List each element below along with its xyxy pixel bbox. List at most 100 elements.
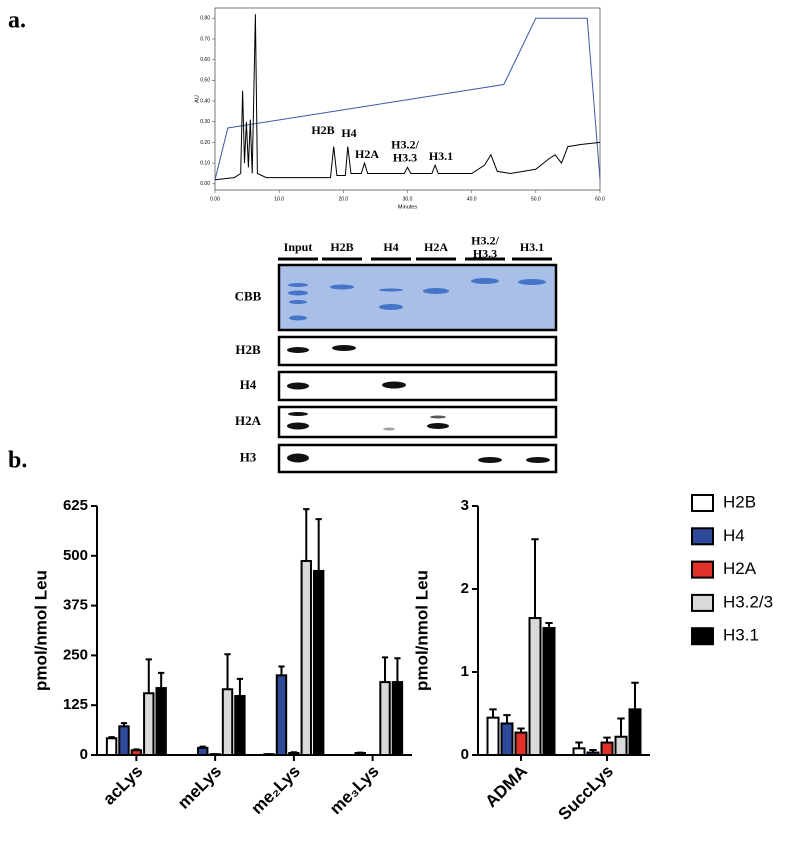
peak-label: H3.1 [429,149,453,163]
legend-swatch [691,560,714,579]
y-tick-label: 0.70 [200,36,210,42]
x-tick-label: 30.0 [403,196,413,202]
x-tick-label: acLys [99,762,146,809]
error-bar [489,708,497,718]
peak-label: H3.2/H3.3 [391,137,419,164]
bar [155,687,167,756]
error-bar [108,736,115,739]
y-tick-label: 0.10 [200,160,210,166]
error-bar [224,653,231,690]
row-label: H2B [235,342,261,357]
row-label: CBB [235,288,262,303]
band [427,423,449,429]
error-bar [603,736,611,743]
y-tick-label: 125 [63,696,88,713]
y-tick-label: 0 [80,746,88,763]
band [379,288,403,292]
bar [143,692,155,756]
x-tick-label: me₃Lys [326,762,383,819]
x-axis-label: Minutes [398,204,418,210]
peak-label: H4 [341,126,356,140]
error-bar [158,671,165,689]
blot-row [277,335,558,367]
y-tick-label: 0.60 [200,57,210,63]
bar [542,627,556,757]
error-bar [394,657,401,683]
error-bar [503,714,511,724]
band [430,415,446,419]
y-tick-label: 0.80 [200,16,210,22]
y-tick-label: 375 [63,597,88,614]
legend-label: H3.1 [723,626,759,645]
lane-label: H3.2/H3.3 [471,233,499,260]
bar [300,559,312,756]
x-tick-label: 10.0 [274,196,284,202]
lane-label: H4 [383,240,398,254]
error-bar [120,722,128,727]
error-bar [545,622,553,629]
y-axis-label: AU [194,95,200,103]
bar [379,681,391,756]
lane-label: H2B [330,240,353,254]
error-bar [631,681,639,710]
y-tick-label: 250 [63,646,88,663]
blot-row [277,263,558,332]
y-tick-label: 2 [461,580,469,597]
peak-label: H2B [311,123,334,137]
line-series [214,17,601,180]
error-bar [133,748,140,751]
error-bar [381,656,389,683]
y-axis-label: pmol/nmol Leu [412,570,431,691]
blot-row [277,405,558,439]
bar [288,752,300,756]
y-tick-label: 1 [461,663,469,680]
peak-label: H2A [355,147,379,161]
lane-label: H2A [424,240,448,254]
error-bar [315,518,322,571]
band [330,284,354,290]
y-tick-label: 0 [461,746,469,763]
error-bar [145,658,152,694]
lane-label: H3.1 [520,240,544,254]
panel-label: b. [8,448,27,474]
y-tick-label: 0.30 [200,119,210,125]
legend-label: H2B [723,492,756,511]
bar [600,741,614,756]
error-bar [531,538,539,619]
error-bar [517,727,525,733]
error-bar [617,717,625,737]
band [332,345,356,351]
bar [486,716,500,757]
band [423,288,449,294]
band [288,290,308,296]
bar [572,747,586,756]
band [526,457,550,463]
bar [586,751,600,757]
legend-label: H3.2/3 [723,592,773,611]
error-bar [278,665,285,676]
error-bar [236,677,244,697]
y-tick-label: 625 [63,497,88,514]
bar [275,674,288,757]
legend-label: H2A [723,559,757,578]
x-tick-label: meLys [174,762,225,813]
y-tick-label: 0.40 [200,98,210,104]
panel-label: a. [8,8,26,34]
bar [528,617,542,756]
error-bar [589,749,597,753]
lane-label: Input [284,240,313,254]
band [382,381,406,389]
y-tick-label: 0.50 [200,78,210,84]
x-tick-label: ADMA [482,762,531,811]
legend-swatch [691,494,714,512]
y-tick-label: 500 [63,547,88,564]
bar [130,749,143,756]
blot-row [277,443,558,474]
error-bar [199,745,206,748]
y-tick-label: 0.00 [200,181,210,187]
legend-label: H4 [723,526,745,545]
error-bar [290,751,298,754]
line-series [214,14,601,181]
x-tick-label: SuccLys [555,762,617,824]
bar [197,746,209,756]
